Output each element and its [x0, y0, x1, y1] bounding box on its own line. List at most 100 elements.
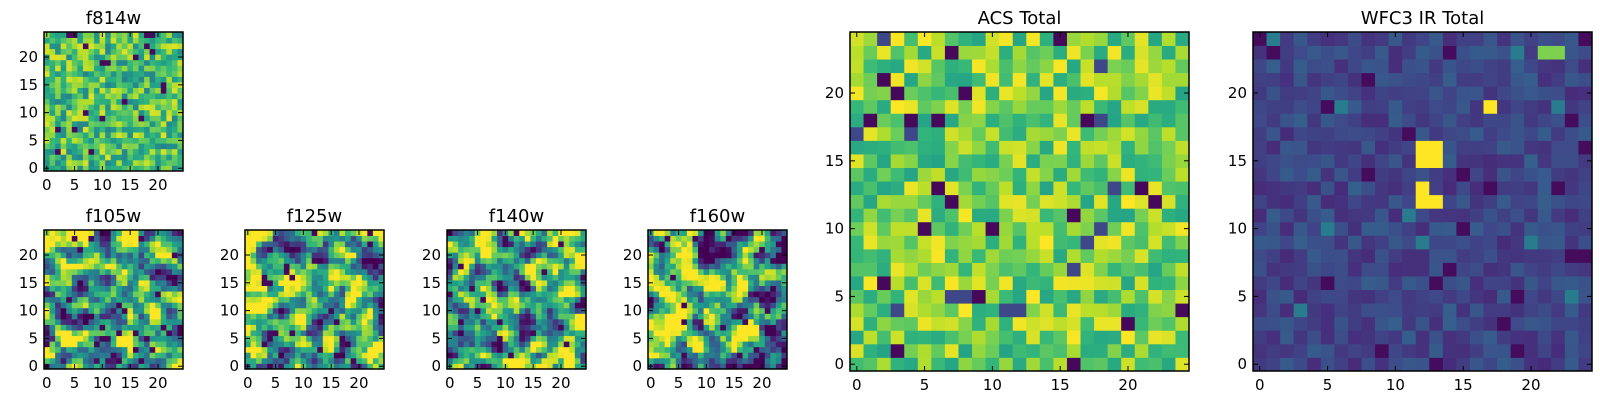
heatmap-cell	[49, 335, 56, 342]
heatmap-cell	[160, 246, 167, 253]
heatmap-cell	[469, 296, 476, 303]
heatmap-cell	[77, 98, 84, 105]
heatmap-cell	[1307, 221, 1322, 236]
heatmap-cell	[44, 98, 50, 105]
heatmap-cell	[71, 59, 78, 66]
heatmap-cell	[60, 241, 67, 248]
heatmap-cell	[497, 330, 503, 337]
heatmap-cell	[999, 167, 1014, 182]
heatmap-cell	[1402, 59, 1417, 74]
heatmap-cell	[55, 120, 62, 127]
heatmap-cell	[71, 274, 78, 281]
heatmap-cell	[1497, 140, 1512, 155]
heatmap-cell	[1415, 208, 1430, 223]
heatmap-cell	[474, 241, 481, 248]
heatmap-cell	[775, 274, 782, 281]
heatmap-cell	[88, 280, 95, 286]
heatmap-cell	[155, 109, 162, 116]
heatmap-cell	[1429, 72, 1444, 87]
heatmap-cell	[49, 48, 56, 55]
heatmap-cell	[66, 268, 73, 275]
heatmap-cell	[160, 296, 167, 303]
heatmap-cell	[863, 248, 878, 263]
heatmap-cell	[958, 99, 973, 114]
heatmap-cell	[132, 263, 139, 270]
heatmap-cell	[491, 268, 498, 275]
heatmap-cell	[278, 341, 285, 348]
heatmap-cell	[1415, 303, 1430, 318]
heatmap-cell	[1469, 276, 1484, 291]
heatmap-cell	[132, 65, 139, 72]
heatmap-cell	[333, 246, 340, 253]
heatmap-cell	[311, 307, 318, 314]
heatmap-cell	[736, 302, 743, 309]
heatmap-cell	[1134, 126, 1149, 141]
panel-title: f125w	[287, 206, 342, 227]
heatmap-cell	[1293, 262, 1308, 277]
heatmap-cell	[1375, 45, 1389, 60]
heatmap-cell	[261, 318, 268, 325]
heatmap-cell	[491, 274, 498, 281]
heatmap-cell	[1026, 45, 1041, 60]
heatmap-cell	[171, 341, 178, 348]
heatmap-cell	[1161, 59, 1176, 74]
heatmap-cell	[681, 230, 688, 236]
heatmap-cell	[88, 296, 95, 303]
heatmap-cell	[166, 268, 173, 275]
heatmap-cell	[736, 335, 743, 342]
heatmap-cell	[110, 37, 117, 44]
heatmap-cell	[350, 324, 357, 331]
heatmap-cell	[742, 230, 749, 236]
heatmap-cell	[361, 302, 368, 309]
heatmap-cell	[267, 352, 274, 359]
heatmap-cell	[82, 274, 89, 281]
heatmap-cell	[1429, 262, 1444, 277]
heatmap-cell	[1080, 357, 1095, 372]
heatmap-cell	[850, 235, 864, 250]
heatmap-cell	[736, 352, 743, 359]
heatmap-cell	[177, 352, 184, 359]
heatmap-cell	[121, 65, 128, 72]
heatmap-cell	[480, 363, 487, 370]
heatmap-cell	[1307, 194, 1322, 209]
heatmap-cell	[775, 246, 782, 253]
heatmap-cell	[278, 285, 285, 292]
heatmap-cell	[44, 115, 50, 122]
heatmap-cell	[563, 352, 570, 359]
heatmap-cell	[519, 268, 526, 275]
heatmap-cell	[447, 357, 453, 364]
heatmap-cell	[764, 363, 771, 370]
heatmap-cell	[541, 246, 548, 253]
heatmap-cell	[890, 289, 905, 304]
heatmap-cell	[94, 104, 100, 111]
heatmap-cell	[547, 324, 554, 331]
heatmap-cell	[317, 257, 324, 264]
heatmap-cell	[714, 363, 721, 370]
heatmap-cell	[44, 274, 50, 281]
heatmap-cell	[110, 346, 117, 353]
heatmap-cell	[1107, 221, 1122, 236]
heatmap-cell	[250, 324, 257, 331]
axes-frame	[1252, 31, 1593, 372]
heatmap-cell	[513, 280, 520, 286]
heatmap-cell	[480, 313, 487, 320]
heatmap-cell	[541, 330, 548, 337]
heatmap-cell	[1347, 126, 1362, 141]
heatmap-cell	[692, 285, 699, 292]
heatmap-cell	[116, 302, 123, 309]
heatmap-cell	[447, 241, 453, 248]
heatmap-cell	[94, 59, 100, 66]
heatmap-cell	[1537, 126, 1552, 141]
heatmap-cell	[686, 307, 693, 314]
heatmap-cell	[1293, 181, 1308, 196]
heatmap-cell	[272, 335, 279, 342]
heatmap-cell	[267, 252, 274, 259]
heatmap-cell	[863, 262, 878, 277]
heatmap-cell	[1039, 99, 1054, 114]
heatmap-cell	[999, 32, 1014, 46]
heatmap-cell	[1280, 262, 1295, 277]
heatmap-cell	[94, 307, 100, 314]
heatmap-cell	[1026, 289, 1041, 304]
heatmap-cell	[770, 357, 777, 364]
heatmap-cell	[1375, 276, 1389, 291]
